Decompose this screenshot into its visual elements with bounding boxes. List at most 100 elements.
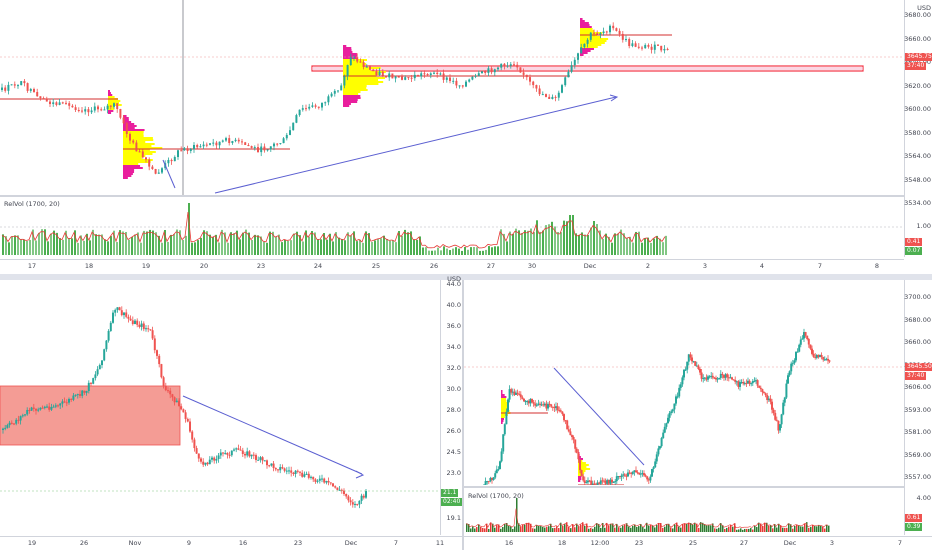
- top-candle: [545, 94, 547, 97]
- bl-candle: [244, 454, 246, 455]
- bl-candle: [202, 462, 204, 465]
- bl-candle: [242, 450, 244, 453]
- top-chart-pane[interactable]: [0, 0, 904, 195]
- bl-candle: [358, 501, 360, 505]
- relvol-bar: [796, 525, 798, 532]
- br-candle: [712, 376, 714, 378]
- volume-profile-3-bar: [580, 22, 589, 24]
- top-candle: [23, 81, 25, 83]
- br-candle: [585, 482, 587, 483]
- top-candle: [174, 157, 176, 161]
- br-price-tick: 3557.00: [904, 473, 931, 481]
- top-candle: [484, 71, 486, 73]
- top-indicator-pane[interactable]: RelVol (1700, 20): [0, 197, 904, 257]
- relvol-bar: [494, 528, 496, 532]
- relvol-bar: [8, 242, 10, 255]
- br-candle: [677, 396, 679, 397]
- relvol-bar: [497, 246, 499, 255]
- bl-candle: [31, 408, 33, 411]
- top-candle: [519, 67, 521, 72]
- bl-candle: [240, 450, 242, 451]
- top-candle: [219, 142, 221, 146]
- bl-candle: [356, 504, 358, 505]
- relvol-bar: [173, 234, 175, 255]
- br-candle: [691, 357, 693, 361]
- br-price-tick: 3581.00: [904, 428, 931, 436]
- br-candle: [784, 398, 786, 403]
- bl-candle: [138, 325, 140, 327]
- relvol-bar: [35, 241, 37, 255]
- top-candle: [491, 68, 493, 72]
- br-candle: [646, 476, 648, 479]
- top-candle: [663, 49, 665, 50]
- top-price-chart[interactable]: [0, 0, 904, 195]
- br-candle: [576, 449, 578, 453]
- top-candle: [647, 45, 649, 47]
- relvol-bar: [212, 237, 214, 255]
- top-candle: [183, 148, 185, 150]
- relvol-bar: [53, 231, 55, 255]
- bottom-right-price-chart[interactable]: [464, 280, 904, 485]
- top-candle: [615, 28, 617, 31]
- top-price-tick: 3580.00: [904, 129, 931, 137]
- br-candle: [726, 374, 728, 377]
- bl-candle: [191, 432, 193, 440]
- trend-line-arrow: [356, 471, 363, 478]
- bottom-right-chart-pane[interactable]: [464, 280, 904, 485]
- top-candle: [468, 80, 470, 82]
- relvol-bar: [768, 526, 770, 532]
- top-candle: [244, 142, 246, 145]
- relvol-bar: [566, 221, 568, 255]
- relvol-bar: [200, 238, 202, 255]
- relvol-bar: [635, 232, 637, 255]
- top-candle: [622, 34, 624, 40]
- top-candle: [334, 91, 336, 94]
- br-candle: [779, 424, 781, 430]
- br-candle: [760, 388, 762, 389]
- relvol-bar: [826, 525, 828, 532]
- bl-candle: [86, 391, 88, 393]
- br-candle: [581, 470, 583, 476]
- volume-profile-2-bar: [343, 91, 360, 93]
- volume-profile-0-bar: [108, 94, 112, 96]
- br-countdown-tag: 37:40: [905, 372, 926, 380]
- bl-date-label: 19: [28, 539, 36, 547]
- top-price-axis[interactable]: USD 3680.003660.003640.003620.003600.003…: [904, 0, 932, 257]
- br-candle: [657, 448, 659, 454]
- br-candle: [670, 411, 672, 413]
- top-candle: [180, 150, 182, 151]
- relvol-bar: [68, 238, 70, 255]
- relvol-bar: [642, 527, 644, 532]
- relvol-bar: [638, 526, 640, 532]
- relvol-bar: [488, 529, 490, 532]
- br-candle: [672, 409, 674, 411]
- bottom-right-indicator-pane[interactable]: RelVol (1700, 20): [464, 488, 904, 535]
- volume-profile-2-bar: [343, 101, 357, 103]
- relvol-bar: [521, 233, 523, 255]
- bottom-right-price-axis[interactable]: 3700.003680.003660.003620.003606.003593.…: [904, 280, 932, 535]
- relvol-bar: [116, 242, 118, 255]
- relvol-bar: [209, 235, 211, 255]
- top-candle: [347, 65, 349, 76]
- top-candle: [289, 130, 291, 135]
- br-candle: [560, 410, 562, 411]
- br-candle: [667, 418, 669, 423]
- bl-candle: [64, 401, 66, 402]
- top-candle: [4, 88, 6, 91]
- relvol-bar: [718, 528, 720, 532]
- top-candle: [500, 64, 502, 68]
- bl-candle: [121, 310, 123, 315]
- relvol-bar: [320, 239, 322, 255]
- relvol-bar: [41, 229, 43, 255]
- relvol-bar: [632, 243, 634, 255]
- relvol-bar: [584, 526, 586, 532]
- br-candle: [801, 338, 803, 339]
- bottom-left-chart-pane[interactable]: [0, 280, 440, 535]
- relvol-bar: [672, 528, 674, 532]
- bottom-left-price-chart[interactable]: [0, 280, 440, 535]
- br-candle: [809, 345, 811, 349]
